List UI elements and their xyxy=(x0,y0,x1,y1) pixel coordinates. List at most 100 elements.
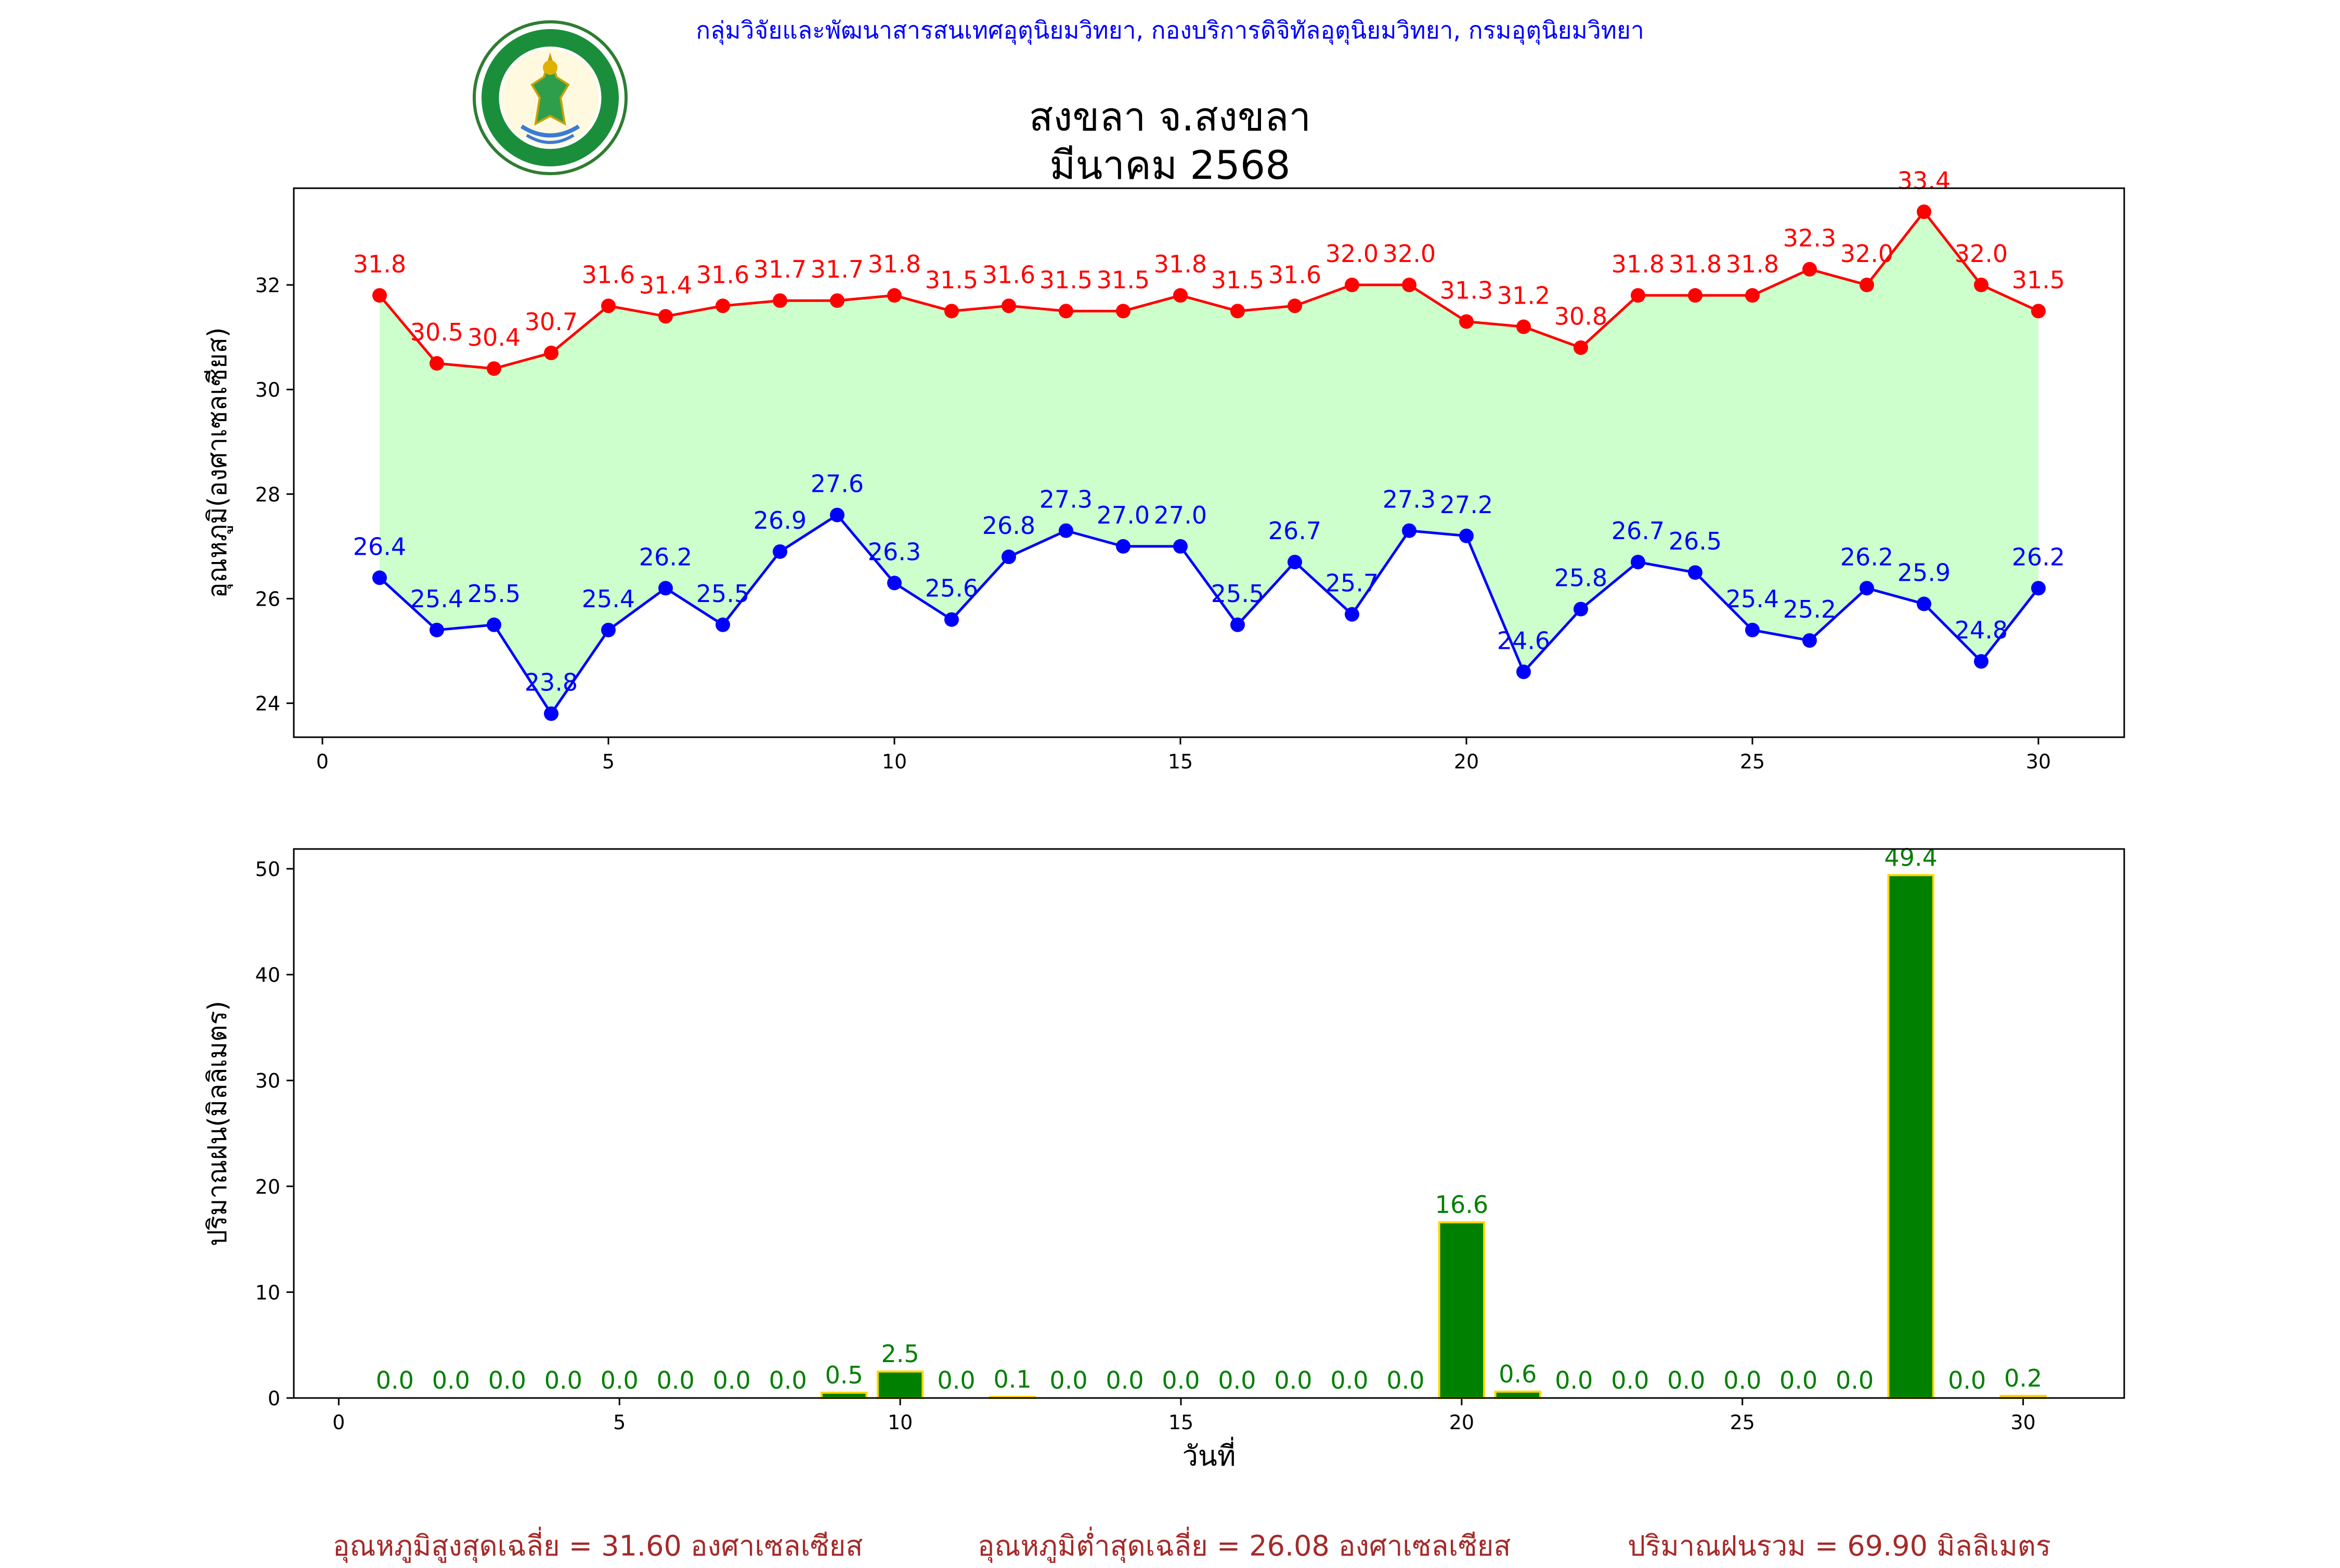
min-temp-point xyxy=(1802,633,1817,648)
min-temp-value-label: 25.2 xyxy=(1783,595,1836,623)
rain-x-tick-label: 15 xyxy=(1168,1411,1193,1434)
max-temp-value-label: 31.2 xyxy=(1497,282,1550,310)
min-temp-point xyxy=(1116,539,1130,554)
min-temp-point xyxy=(1402,523,1416,538)
min-temp-value-label: 27.2 xyxy=(1440,491,1493,519)
max-temp-point xyxy=(1917,204,1931,219)
max-temp-point xyxy=(1402,278,1416,293)
max-temp-point xyxy=(1631,288,1645,303)
rain-x-axis-label: วันที่ xyxy=(1182,1436,1236,1472)
min-temp-point xyxy=(601,622,616,637)
rain-bar xyxy=(876,1370,924,1399)
min-temp-point xyxy=(1345,607,1359,622)
min-temp-value-label: 25.4 xyxy=(582,585,635,613)
max-temp-point xyxy=(658,309,673,324)
min-temp-point xyxy=(1745,622,1760,637)
max-temp-value-label: 31.8 xyxy=(353,250,406,278)
max-temp-point xyxy=(1860,278,1874,293)
rain-value-label: 2.5 xyxy=(881,1340,919,1368)
min-temp-value-label: 24.6 xyxy=(1497,626,1550,655)
min-temp-value-label: 27.3 xyxy=(1383,486,1436,514)
min-temp-value-label: 27.0 xyxy=(1097,501,1150,529)
max-temp-point xyxy=(944,304,959,319)
min-temp-value-label: 25.7 xyxy=(1325,569,1379,597)
max-temp-value-label: 31.7 xyxy=(753,255,807,283)
rain-value-label: 0.0 xyxy=(1330,1366,1368,1394)
min-temp-value-label: 26.5 xyxy=(1669,527,1722,555)
rain-value-label: 0.0 xyxy=(769,1366,807,1394)
min-temp-value-label: 25.6 xyxy=(925,574,978,603)
max-temp-value-label: 31.7 xyxy=(811,255,864,283)
min-temp-point xyxy=(2031,581,2046,596)
min-temp-value-label: 25.5 xyxy=(467,580,521,608)
max-temp-value-label: 30.4 xyxy=(467,323,521,351)
rain-y-tick-label: 40 xyxy=(255,964,280,987)
max-temp-point xyxy=(430,356,444,371)
min-temp-point xyxy=(830,507,844,522)
max-temp-point xyxy=(1288,298,1302,313)
min-temp-point xyxy=(1288,555,1302,570)
min-temp-point xyxy=(1459,528,1474,543)
rain-value-label: 0.5 xyxy=(825,1361,863,1389)
rain-value-label: 0.0 xyxy=(713,1366,751,1394)
min-temp-point xyxy=(544,706,558,721)
rainfall-chart: 0 5 10 15 20 25 30 0 10 20 30 40 50 ปริมาณฝน(มิลลิเมต… xyxy=(202,843,2125,1472)
max-temp-value-label: 31.8 xyxy=(1726,250,1779,278)
min-temp-value-label: 26.4 xyxy=(353,532,406,560)
max-temp-point xyxy=(544,345,558,360)
max-temp-value-label: 31.5 xyxy=(1097,266,1150,294)
temperature-chart: 0 5 10 15 20 25 30 24 26 28 30 32 อุณหภูมิ(องศาเซลเซ… xyxy=(202,166,2125,773)
max-temp-point xyxy=(1516,319,1531,334)
max-temp-point xyxy=(487,361,501,376)
max-temp-value-label: 31.8 xyxy=(868,250,921,278)
temp-x-tick-label: 5 xyxy=(602,750,615,773)
min-temp-point xyxy=(1574,602,1588,617)
max-temp-point xyxy=(716,298,730,313)
rain-value-label: 0.1 xyxy=(994,1365,1032,1393)
max-temp-value-label: 31.6 xyxy=(1268,260,1321,289)
max-temp-value-label: 30.8 xyxy=(1554,303,1607,331)
rain-value-label: 0.0 xyxy=(488,1366,526,1394)
min-temp-point xyxy=(1631,555,1645,570)
rain-value-label: 0.6 xyxy=(1499,1360,1537,1388)
min-temp-point xyxy=(1173,539,1188,554)
min-temp-value-label: 26.7 xyxy=(1611,517,1665,545)
rain-value-label: 0.0 xyxy=(1723,1366,1761,1394)
min-temp-point xyxy=(1917,596,1931,611)
min-temp-point xyxy=(430,622,444,637)
max-temp-point xyxy=(1802,262,1817,277)
rain-bar xyxy=(820,1391,868,1400)
max-temp-value-label: 32.0 xyxy=(1383,240,1436,268)
summary-footer: อุณหภูมิสูงสุดเฉลี่ย = 31.60 องศาเซลเซีย… xyxy=(0,1523,2340,1562)
max-temp-point xyxy=(830,293,844,308)
avg-min-temp-summary: อุณหภูมิต่ำสุดเฉลี่ย = 26.08 องศาเซลเซีย… xyxy=(978,1530,1511,1562)
meteorological-department-seal-icon xyxy=(473,20,628,175)
max-temp-point xyxy=(773,293,787,308)
min-temp-value-label: 25.9 xyxy=(1897,559,1951,587)
max-temp-point xyxy=(1974,278,1988,293)
max-temp-value-label: 32.0 xyxy=(1840,240,1893,268)
temp-y-tick-label: 32 xyxy=(255,274,280,297)
max-temp-point xyxy=(1116,304,1130,319)
min-temp-point xyxy=(1230,617,1245,632)
rain-value-label: 0.0 xyxy=(1836,1366,1874,1394)
max-temp-point xyxy=(1688,288,1702,303)
max-temp-point xyxy=(1574,340,1588,355)
rain-plot-frame xyxy=(293,848,2125,1399)
min-temp-value-label: 24.8 xyxy=(1955,616,2008,644)
max-temp-point xyxy=(1173,288,1188,303)
rain-value-label: 0.0 xyxy=(1386,1366,1424,1394)
min-temp-value-label: 27.3 xyxy=(1039,486,1093,514)
max-temp-value-label: 30.5 xyxy=(410,318,463,346)
rain-y-tick-label: 0 xyxy=(268,1387,280,1410)
min-temp-point xyxy=(716,617,730,632)
min-temp-point xyxy=(372,570,387,585)
min-temp-value-label: 27.6 xyxy=(811,470,864,498)
total-rain-summary: ปริมาณฝนรวม = 69.90 มิลลิเมตร xyxy=(1628,1530,2051,1562)
rain-value-label: 0.0 xyxy=(1611,1366,1649,1394)
rain-value-label: 0.0 xyxy=(1555,1366,1593,1394)
max-temp-point xyxy=(1345,278,1359,293)
max-temp-value-label: 31.8 xyxy=(1669,250,1722,278)
min-temp-point xyxy=(1860,581,1874,596)
rain-value-label: 0.0 xyxy=(1779,1366,1817,1394)
